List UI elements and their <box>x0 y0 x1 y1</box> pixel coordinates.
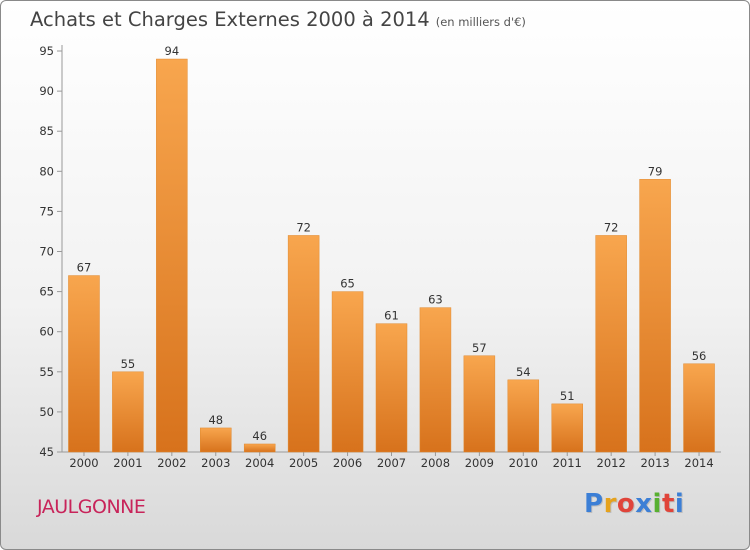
y-tick-label: 50 <box>39 405 54 419</box>
bar-value-label: 48 <box>208 413 223 427</box>
y-tick-label: 85 <box>39 124 54 138</box>
bar-value-label: 54 <box>516 365 531 379</box>
bars <box>68 58 715 453</box>
x-tick-label: 2007 <box>377 456 406 470</box>
logo-letter: r <box>603 489 617 519</box>
bar <box>551 403 583 453</box>
y-tick-label: 60 <box>39 325 54 339</box>
x-tick-label: 2003 <box>201 456 230 470</box>
logo-letter: t <box>661 489 675 519</box>
bar <box>639 179 671 453</box>
bar-value-label: 51 <box>560 389 575 403</box>
bar-value-label: 94 <box>165 44 180 58</box>
y-tick-label: 90 <box>39 84 54 98</box>
bar <box>507 379 540 453</box>
logo-letter: i <box>652 489 662 519</box>
y-tick-label: 75 <box>39 204 54 218</box>
bar-value-label: 57 <box>472 341 487 355</box>
logo-letter: x <box>635 489 653 519</box>
x-tick-label: 2013 <box>640 456 669 470</box>
x-tick-label: 2011 <box>553 456 582 470</box>
bar <box>463 355 496 453</box>
commune-name: JAULGONNE <box>37 496 146 518</box>
bar <box>243 443 276 453</box>
bar-value-label: 46 <box>252 429 267 443</box>
bar <box>375 323 408 453</box>
chart-title: Achats et Charges Externes 2000 à 2014 (e… <box>30 8 526 31</box>
x-tick-label: 2009 <box>465 456 494 470</box>
logo-letter: i <box>674 489 685 519</box>
bar-value-label: 61 <box>384 309 399 323</box>
y-tick-label: 45 <box>39 445 54 459</box>
y-tick-label: 55 <box>39 365 54 379</box>
x-tick-label: 2014 <box>684 456 713 470</box>
bar-value-label: 63 <box>428 293 443 307</box>
bar <box>156 58 188 453</box>
bar <box>419 307 452 453</box>
x-tick-label: 2002 <box>157 456 186 470</box>
bar-value-label: 55 <box>121 357 136 371</box>
bar-value-label: 72 <box>296 220 311 234</box>
x-tick-label: 2012 <box>597 456 626 470</box>
x-axis: 2000 2001 2002 2003 2004 2005 2006 2007 2008 2009… <box>62 451 721 470</box>
bar-value-label: 67 <box>77 261 92 275</box>
bar <box>287 235 320 453</box>
bar <box>68 275 100 453</box>
bar-value-label: 65 <box>340 277 355 291</box>
bar <box>112 371 144 453</box>
x-tick-label: 2000 <box>69 456 98 470</box>
bar <box>683 363 715 453</box>
x-tick-label: 2010 <box>509 456 538 470</box>
y-tick-label: 80 <box>39 164 54 178</box>
bar-value-label: 79 <box>648 164 663 178</box>
x-tick-label: 2008 <box>421 456 450 470</box>
bar <box>200 427 232 453</box>
x-tick-label: 2001 <box>113 456 142 470</box>
x-tick-label: 2006 <box>333 456 362 470</box>
chart-title-text: Achats et Charges Externes 2000 à 2014 <box>30 8 430 31</box>
bar <box>595 235 627 453</box>
proxiti-logo: Proxiti <box>584 489 684 519</box>
y-tick-label: 95 <box>39 44 54 58</box>
logo-letter: P <box>584 489 604 519</box>
y-axis: 45 50 55 60 65 70 75 80 85 90 95 <box>39 44 63 459</box>
bar <box>331 291 364 453</box>
bar-value-label: 56 <box>692 349 707 363</box>
x-tick-label: 2004 <box>245 456 274 470</box>
y-tick-label: 65 <box>39 285 54 299</box>
x-tick-label: 2005 <box>289 456 318 470</box>
bar-value-label: 72 <box>604 220 619 234</box>
logo-letter: o <box>616 489 636 519</box>
data-labels: 67 55 94 48 46 72 65 61 63 57 54 51 72 79 56 <box>77 44 707 443</box>
chart-unit: (en milliers d'€) <box>435 15 526 29</box>
y-tick-label: 70 <box>39 245 54 259</box>
